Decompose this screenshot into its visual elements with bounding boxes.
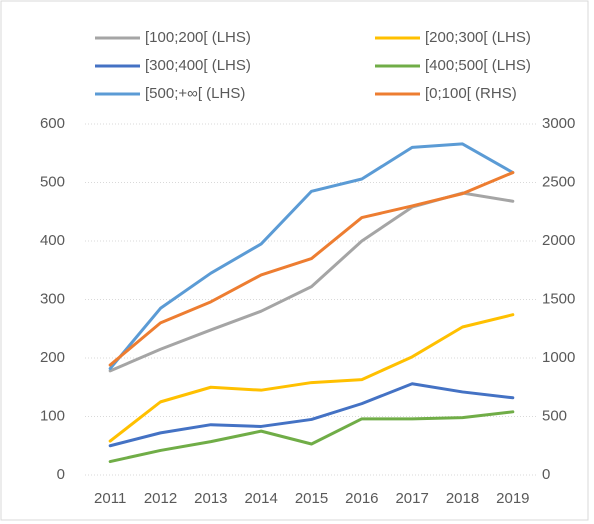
y-tick-label: 500 [40,173,65,190]
series-line [108,142,515,371]
y-tick-label: 200 [40,349,65,366]
x-tick-label: 2013 [194,490,227,507]
y-tick-label: 300 [40,290,65,307]
y2-tick-label: 500 [542,407,567,424]
x-tick-label: 2017 [395,490,428,507]
y-tick-label: 400 [40,232,65,249]
series-line [108,410,515,464]
x-tick-label: 2018 [446,490,479,507]
x-tick-label: 2015 [295,490,328,507]
x-tick-label: 2011 [94,490,126,507]
y-tick-label: 0 [57,466,65,483]
y2-tick-label: 1000 [542,349,575,366]
legend-label: [300;400[ (LHS) [145,57,251,74]
x-tick-label: 2019 [496,490,529,507]
y2-tick-label: 1500 [542,290,575,307]
y-tick-label: 100 [40,407,65,424]
legend-label: [500;+∞[ (LHS) [145,85,245,102]
legend-label: [400;500[ (LHS) [425,57,531,74]
x-tick-label: 2014 [244,490,277,507]
y-tick-label: 600 [40,115,65,132]
legend-label: [200;300[ (LHS) [425,29,531,46]
y2-tick-label: 2000 [542,232,575,249]
x-tick-label: 2016 [345,490,378,507]
y2-tick-label: 2500 [542,173,575,190]
legend-label: [100;200[ (LHS) [145,29,251,46]
y2-tick-label: 0 [542,466,550,483]
legend-label: [0;100[ (RHS) [425,85,517,102]
series-line [108,313,515,443]
series-line [108,382,515,448]
x-tick-label: 2012 [144,490,177,507]
series-line [108,171,515,367]
y2-tick-label: 3000 [542,115,575,132]
